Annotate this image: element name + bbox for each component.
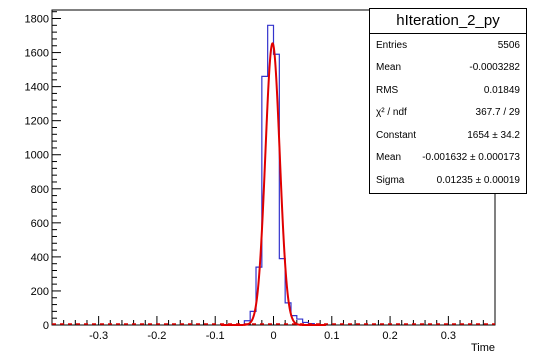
- stats-label: Mean: [376, 62, 402, 74]
- stats-row: χ² / ndf 367.7 / 29: [370, 102, 526, 125]
- stats-value: 0.01849: [483, 84, 520, 96]
- y-axis-ticks: 0 200 400 600 800 1000 1200 1400 1600 1800: [25, 11, 61, 332]
- stats-value: -0.0003282: [469, 62, 520, 74]
- stats-value: 367.7 / 29: [475, 107, 520, 119]
- y-tick-label: 800: [31, 184, 49, 196]
- stats-label: RMS: [376, 84, 399, 96]
- stats-box: hIteration_2_py Entries 5506 Mean -0.000…: [369, 8, 527, 194]
- histogram-outline: [243, 24, 315, 325]
- fit-curve: [221, 42, 326, 326]
- stats-value: 5506: [497, 39, 520, 51]
- x-tick-label: 0.1: [324, 330, 339, 342]
- stats-value: 1654 ± 34.2: [467, 129, 520, 141]
- stats-row: Sigma 0.01235 ± 0.00019: [370, 169, 526, 192]
- x-axis-ticks: -0.3 -0.2 -0.1 0 0.1 0.2 0.3: [51, 316, 496, 342]
- stats-label: Sigma: [376, 174, 405, 186]
- gaussian-fit-series: [52, 42, 495, 326]
- stats-row: Mean -0.001632 ± 0.000173: [370, 147, 526, 170]
- y-tick-label: 1200: [25, 116, 49, 128]
- x-tick-label: -0.1: [206, 330, 225, 342]
- y-tick-label: 1800: [25, 14, 49, 26]
- stats-label: Constant: [376, 129, 417, 141]
- y-tick-label: 400: [31, 252, 49, 264]
- y-tick-label: 600: [31, 218, 49, 230]
- stats-row: Constant 1654 ± 34.2: [370, 124, 526, 147]
- stats-title: hIteration_2_py: [370, 9, 526, 34]
- x-tick-label: 0.2: [382, 330, 397, 342]
- y-tick-label: 1600: [25, 48, 49, 60]
- y-tick-label: 0: [43, 320, 49, 332]
- y-tick-label: 1400: [25, 82, 49, 94]
- x-tick-label: 0.3: [441, 330, 456, 342]
- histogram-series: [243, 24, 315, 325]
- stats-label: Entries: [376, 39, 408, 51]
- stats-value: 0.01235 ± 0.00019: [436, 174, 520, 186]
- y-tick-label: 200: [31, 286, 49, 298]
- stats-label: Mean: [376, 152, 402, 164]
- x-axis-title: Time: [471, 342, 495, 353]
- y-tick-label: 1000: [25, 150, 49, 162]
- x-tick-label: -0.3: [89, 330, 108, 342]
- stats-label: χ² / ndf: [376, 107, 407, 119]
- x-tick-label: 0: [270, 330, 276, 342]
- stats-row: Entries 5506: [370, 34, 526, 57]
- stats-value: -0.001632 ± 0.000173: [422, 152, 520, 164]
- stats-row: RMS 0.01849: [370, 79, 526, 102]
- x-tick-label: -0.2: [147, 330, 166, 342]
- stats-row: Mean -0.0003282: [370, 57, 526, 80]
